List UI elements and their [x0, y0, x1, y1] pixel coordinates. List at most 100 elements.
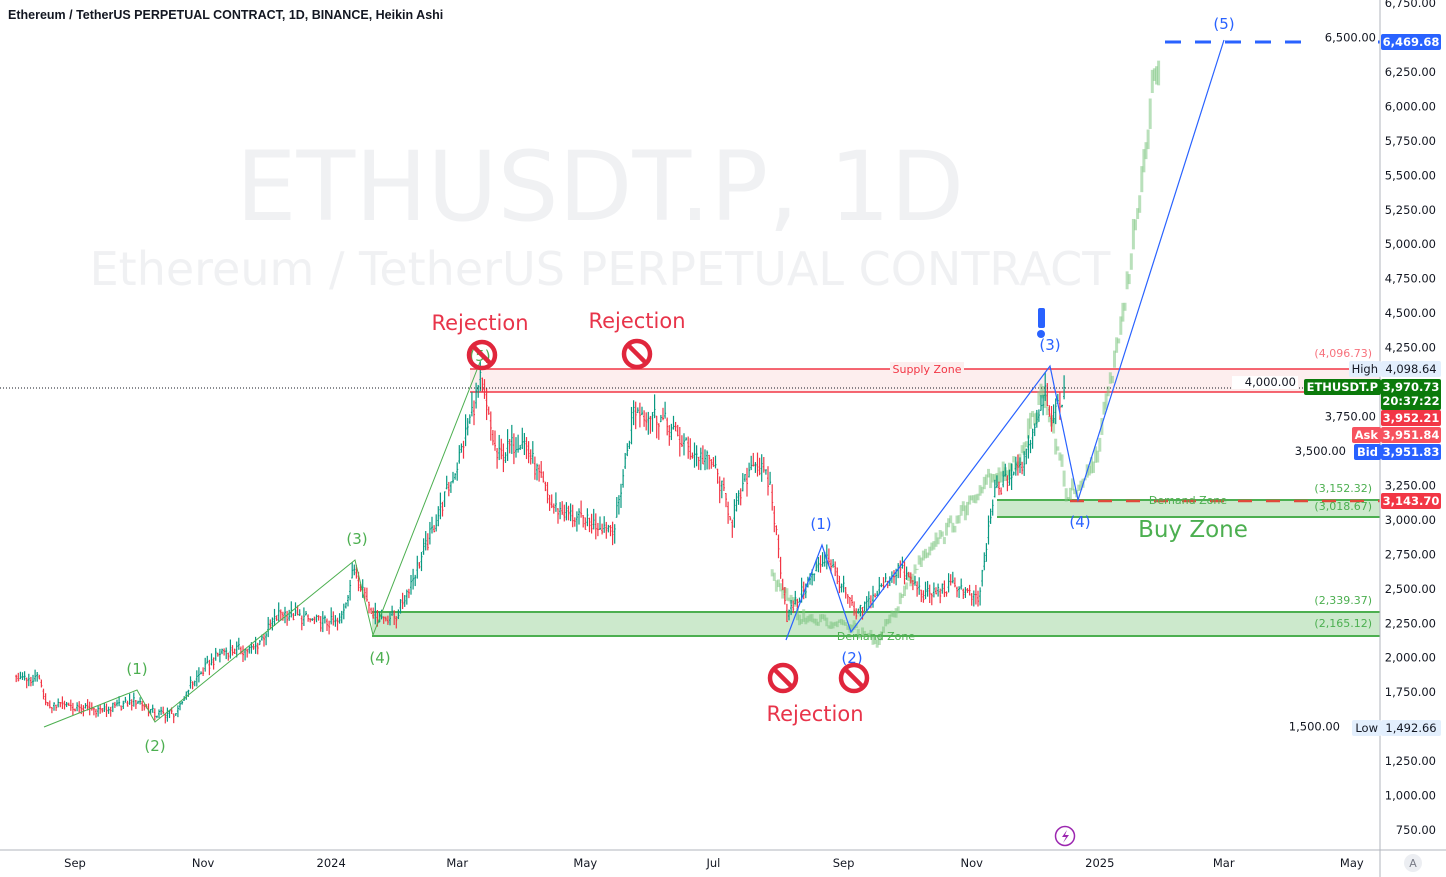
ohlc-bar	[494, 430, 496, 451]
ohlc-bar	[512, 433, 515, 465]
ohlc-bar	[956, 586, 958, 598]
ohlc-bar	[225, 647, 228, 660]
ask-price-tag: 3,951.84	[1381, 427, 1441, 443]
ohlc-bar	[762, 457, 765, 473]
price-tick: 6,000.00	[1385, 99, 1436, 113]
ohlc-bar	[166, 707, 169, 722]
ohlc-bar	[263, 634, 265, 647]
ohlc-bar	[258, 640, 261, 646]
ohlc-bar	[1008, 469, 1011, 486]
ohlc-bar	[586, 508, 589, 527]
wave-blue-5: (5)	[1213, 15, 1234, 33]
ohlc-bar	[189, 676, 192, 689]
ohlc-bar	[447, 481, 450, 497]
ohlc-bar	[113, 701, 116, 708]
ohlc-bar	[708, 454, 711, 470]
ohlc-bar	[86, 699, 89, 711]
ohlc-bar	[848, 597, 851, 608]
ohlc-bar	[687, 436, 690, 459]
ohlc-bar	[941, 583, 944, 594]
ohlc-bar	[200, 671, 202, 675]
ohlc-bar	[410, 575, 412, 595]
ohlc-bar	[924, 581, 927, 600]
ohlc-bar	[832, 559, 835, 568]
ohlc-bar	[368, 601, 370, 614]
ohlc-bar	[792, 600, 795, 613]
ohlc-bar	[298, 609, 301, 617]
price-tick: 5,250.00	[1385, 203, 1436, 217]
alert-price-tag[interactable]: 3,143.70	[1381, 493, 1441, 509]
ohlc-bar	[899, 560, 902, 578]
ohlc-bar	[760, 454, 763, 482]
ohlc-bar	[124, 696, 127, 703]
ohlc-bar	[235, 641, 238, 658]
ohlc-bar	[107, 706, 110, 714]
high-label: High	[1348, 361, 1381, 377]
ohlc-bar	[508, 439, 511, 454]
price-tick: 1,500.00	[1289, 720, 1340, 734]
ohlc-bar	[273, 608, 276, 627]
ohlc-bar	[311, 618, 314, 621]
ohlc-bar	[584, 517, 587, 531]
ohlc-bar	[470, 391, 473, 417]
ohlc-bar	[95, 708, 97, 718]
auto-scale-button[interactable]: A	[1404, 854, 1422, 872]
ohlc-bar	[603, 516, 606, 533]
ohlc-bar	[216, 652, 219, 657]
ohlc-bar	[82, 705, 85, 717]
price-axis[interactable]: 6,750.00 6,500.00 6,250.00 6,000.00 5,750.00…	[1232, 0, 1436, 837]
no-entry-icon	[621, 338, 653, 370]
exclamation-icon	[1037, 308, 1045, 338]
supply-zone[interactable]	[470, 369, 1380, 392]
demand-zone-label: Demand Zone	[837, 630, 915, 643]
ohlc-bar	[540, 461, 543, 478]
ohlc-bar	[710, 459, 713, 469]
auto-scale-label: A	[1409, 857, 1417, 870]
ohlc-bar	[445, 475, 448, 490]
price-bars	[15, 361, 1066, 724]
ohlc-bar	[836, 567, 839, 585]
ohlc-bar	[53, 702, 55, 711]
ohlc-bar	[1025, 448, 1028, 465]
ohlc-bar	[458, 445, 461, 464]
ohlc-bar	[338, 613, 341, 624]
ohlc-bar	[269, 619, 272, 630]
wave-green-path[interactable]	[43, 361, 481, 728]
ohlc-bar	[930, 593, 933, 606]
ohlc-bar	[546, 482, 549, 504]
ohlc-bar	[496, 448, 499, 469]
ohlc-bar	[69, 699, 72, 711]
bid-label: Bid	[1354, 444, 1381, 460]
ohlc-bar	[212, 657, 215, 670]
ohlc-bar	[689, 438, 692, 460]
ohlc-bar	[590, 513, 593, 534]
ohlc-bar	[611, 521, 614, 546]
ohlc-bar	[840, 583, 843, 593]
demand-zone[interactable]	[372, 612, 1380, 636]
wave-green-4: (4)	[369, 649, 390, 667]
price-tick-bg	[1312, 410, 1378, 424]
ohlc-bar	[525, 437, 528, 460]
ohlc-bar	[78, 701, 81, 713]
buy-zone[interactable]	[997, 500, 1380, 517]
ohlc-bar	[995, 475, 998, 489]
ohlc-bar	[796, 598, 799, 609]
wave-green-1: (1)	[126, 660, 147, 678]
no-entry-icon	[767, 662, 799, 694]
time-axis[interactable]: Sep Nov 2024 Mar May Jul Sep Nov 2025 Mar May	[64, 856, 1364, 870]
ohlc-bar	[330, 607, 333, 625]
ohlc-bar	[395, 616, 398, 629]
ohlc-bar	[601, 523, 604, 535]
ohlc-bar	[771, 484, 774, 511]
ohlc-bar	[527, 441, 530, 464]
ohlc-bar	[668, 425, 671, 446]
wave-blue-path[interactable]	[785, 39, 1225, 641]
ohlc-bar	[914, 575, 916, 586]
ohlc-bar	[265, 632, 268, 646]
ohlc-bar	[920, 589, 923, 603]
wave-blue-1: (1)	[810, 515, 831, 533]
lightning-icon[interactable]	[1054, 825, 1076, 847]
ohlc-bar	[859, 604, 862, 617]
ohlc-bar	[960, 578, 963, 590]
